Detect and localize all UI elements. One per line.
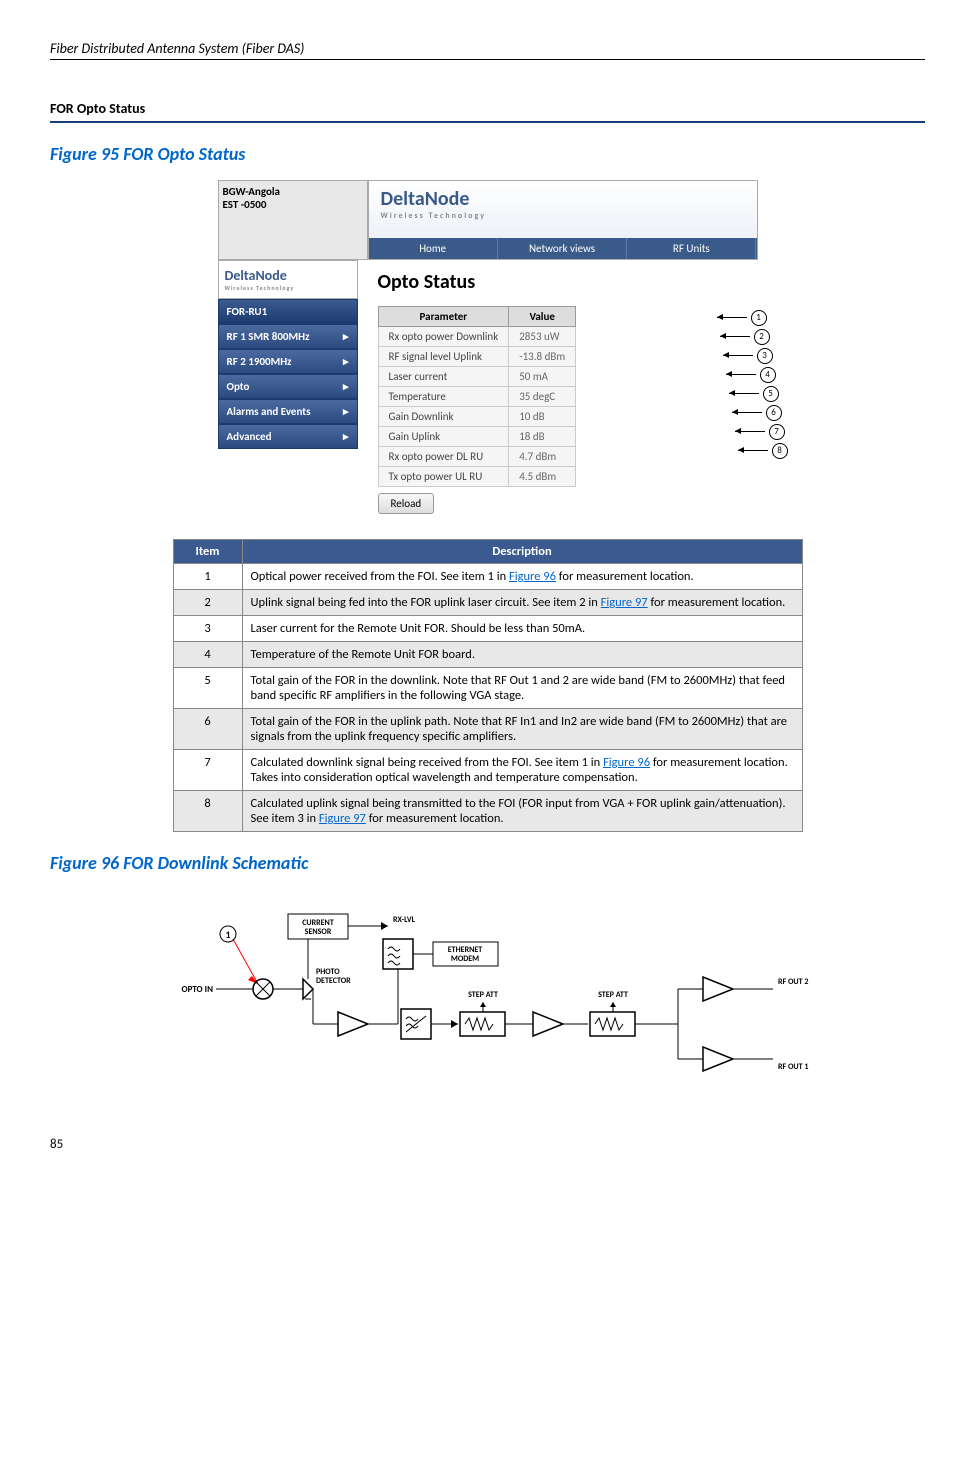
table-row: Rx opto power Downlink2853 uW xyxy=(378,327,576,347)
table-row: 7Calculated downlink signal being receiv… xyxy=(173,750,802,791)
table-row: 2Uplink signal being fed into the FOR up… xyxy=(173,590,802,616)
logo: DeltaNode Wireless Technology xyxy=(369,181,757,227)
table-row: RF signal level Uplink-13.8 dBm xyxy=(378,347,576,367)
svg-text:STEP ATT: STEP ATT xyxy=(468,990,498,1000)
table-row: Temperature35 degC xyxy=(378,387,576,407)
screenshot: BGW-Angola EST -0500 DeltaNode Wireless … xyxy=(218,180,758,524)
side-logo: DeltaNode Wireless Technology xyxy=(218,260,358,299)
svg-text:RX-LVL: RX-LVL xyxy=(393,915,416,925)
nav-tab[interactable]: Home xyxy=(369,238,498,259)
table-row: 3Laser current for the Remote Unit FOR. … xyxy=(173,616,802,642)
column-header: Value xyxy=(509,307,576,327)
table-row: Laser current50 mA xyxy=(378,367,576,387)
figure-link[interactable]: Figure 96 xyxy=(509,569,556,584)
menu-item[interactable]: Alarms and Events▸ xyxy=(218,399,358,424)
logo-subtitle: Wireless Technology xyxy=(381,211,745,221)
page-number: 85 xyxy=(50,1137,925,1152)
callout: 1 xyxy=(717,308,788,327)
figure-link[interactable]: Figure 97 xyxy=(601,595,648,610)
location-label: BGW-Angola xyxy=(223,185,363,198)
table-row: 5Total gain of the FOR in the downlink. … xyxy=(173,668,802,709)
svg-text:SENSOR: SENSOR xyxy=(304,927,331,937)
figure-96-title: Figure 96 FOR Downlink Schematic xyxy=(50,852,925,874)
callout: 4 xyxy=(726,365,788,384)
menu-item[interactable]: FOR-RU1 xyxy=(218,299,358,324)
svg-text:RF OUT 1: RF OUT 1 xyxy=(778,1062,808,1072)
table-row: 8Calculated uplink signal being transmit… xyxy=(173,791,802,832)
column-header: Description xyxy=(242,540,802,564)
callout: 3 xyxy=(723,346,788,365)
table-row: 6Total gain of the FOR in the uplink pat… xyxy=(173,709,802,750)
menu-item[interactable]: RF 2 1900MHz▸ xyxy=(218,349,358,374)
callout: 2 xyxy=(720,327,788,346)
time-box: BGW-Angola EST -0500 xyxy=(218,180,368,260)
table-row: Tx opto power UL RU4.5 dBm xyxy=(378,467,576,487)
section-title: FOR Opto Status xyxy=(50,100,925,123)
callout: 8 xyxy=(738,441,788,460)
figure-link[interactable]: Figure 97 xyxy=(319,811,366,826)
menu-item[interactable]: Advanced▸ xyxy=(218,424,358,449)
nav-tab[interactable]: Network views xyxy=(498,238,627,259)
svg-text:1: 1 xyxy=(225,928,230,941)
menu-item[interactable]: RF 1 SMR 800MHz▸ xyxy=(218,324,358,349)
svg-text:DETECTOR: DETECTOR xyxy=(316,976,351,986)
page-header: Fiber Distributed Antenna System (Fiber … xyxy=(50,40,925,60)
opto-table: ParameterValue Rx opto power Downlink285… xyxy=(378,306,577,487)
content-title: Opto Status xyxy=(378,270,738,294)
table-row: Rx opto power DL RU4.7 dBm xyxy=(378,447,576,467)
callout: 7 xyxy=(735,422,788,441)
table-row: Gain Uplink18 dB xyxy=(378,427,576,447)
figure-95-title: Figure 95 FOR Opto Status xyxy=(50,143,925,165)
description-table: ItemDescription 1Optical power received … xyxy=(173,539,803,832)
svg-text:OPTO IN: OPTO IN xyxy=(181,984,213,995)
svg-text:MODEM: MODEM xyxy=(450,954,478,964)
table-row: 4Temperature of the Remote Unit FOR boar… xyxy=(173,642,802,668)
reload-button[interactable]: Reload xyxy=(378,493,435,514)
callout: 6 xyxy=(732,403,788,422)
schematic: 1 OPTO IN PHOTO DETECTOR CURRENT SENSOR … xyxy=(138,894,838,1077)
svg-text:RF OUT 2: RF OUT 2 xyxy=(778,977,808,987)
callout: 5 xyxy=(729,384,788,403)
tz-label: EST -0500 xyxy=(223,198,363,211)
table-row: Gain Downlink10 dB xyxy=(378,407,576,427)
column-header: Parameter xyxy=(378,307,509,327)
figure-link[interactable]: Figure 96 xyxy=(603,755,650,770)
table-row: 1Optical power received from the FOI. Se… xyxy=(173,564,802,590)
svg-text:STEP ATT: STEP ATT xyxy=(598,990,628,1000)
nav-tab[interactable]: RF Units xyxy=(627,238,756,259)
column-header: Item xyxy=(173,540,242,564)
menu-item[interactable]: Opto▸ xyxy=(218,374,358,399)
